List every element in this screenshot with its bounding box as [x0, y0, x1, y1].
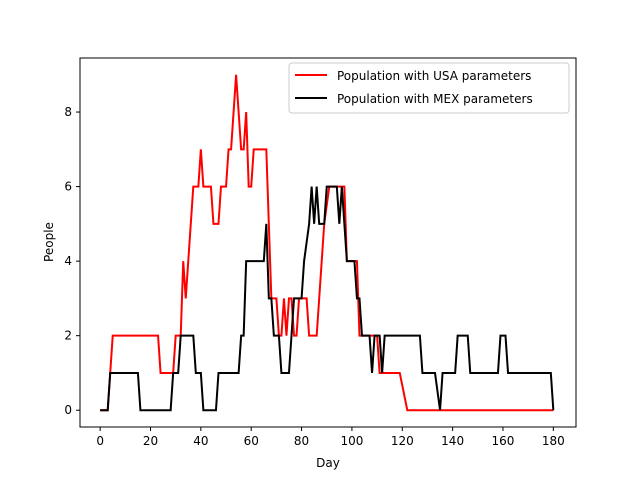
y-tick-label: 6 — [64, 180, 72, 194]
x-axis: 0 20 40 60 80 100 120 140 160 180 — [96, 427, 565, 448]
x-tick-label: 120 — [391, 434, 414, 448]
series-line-mex — [100, 185, 555, 412]
x-axis-label: Day — [316, 456, 340, 470]
y-tick-label: 4 — [64, 254, 72, 268]
x-tick-label: 140 — [441, 434, 464, 448]
x-tick-label: 80 — [294, 434, 309, 448]
y-tick-label: 0 — [64, 403, 72, 417]
x-tick-label: 40 — [193, 434, 208, 448]
legend-label-usa: Population with USA parameters — [337, 69, 531, 83]
y-axis: 0 2 4 6 8 — [64, 105, 80, 417]
x-tick-label: 60 — [244, 434, 259, 448]
plot-frame — [79, 57, 577, 428]
x-tick-label: 180 — [542, 434, 565, 448]
x-tick-label: 0 — [96, 434, 104, 448]
x-tick-label: 100 — [340, 434, 363, 448]
legend: Population with USA parameters Populatio… — [288, 62, 570, 114]
x-tick-label: 20 — [143, 434, 158, 448]
series-layer — [100, 74, 555, 412]
x-tick-label: 160 — [492, 434, 515, 448]
y-axis-label: People — [42, 222, 56, 262]
legend-label-mex: Population with MEX parameters — [337, 92, 533, 106]
y-tick-label: 2 — [64, 329, 72, 343]
legend-frame — [288, 62, 570, 114]
y-tick-label: 8 — [64, 105, 72, 119]
